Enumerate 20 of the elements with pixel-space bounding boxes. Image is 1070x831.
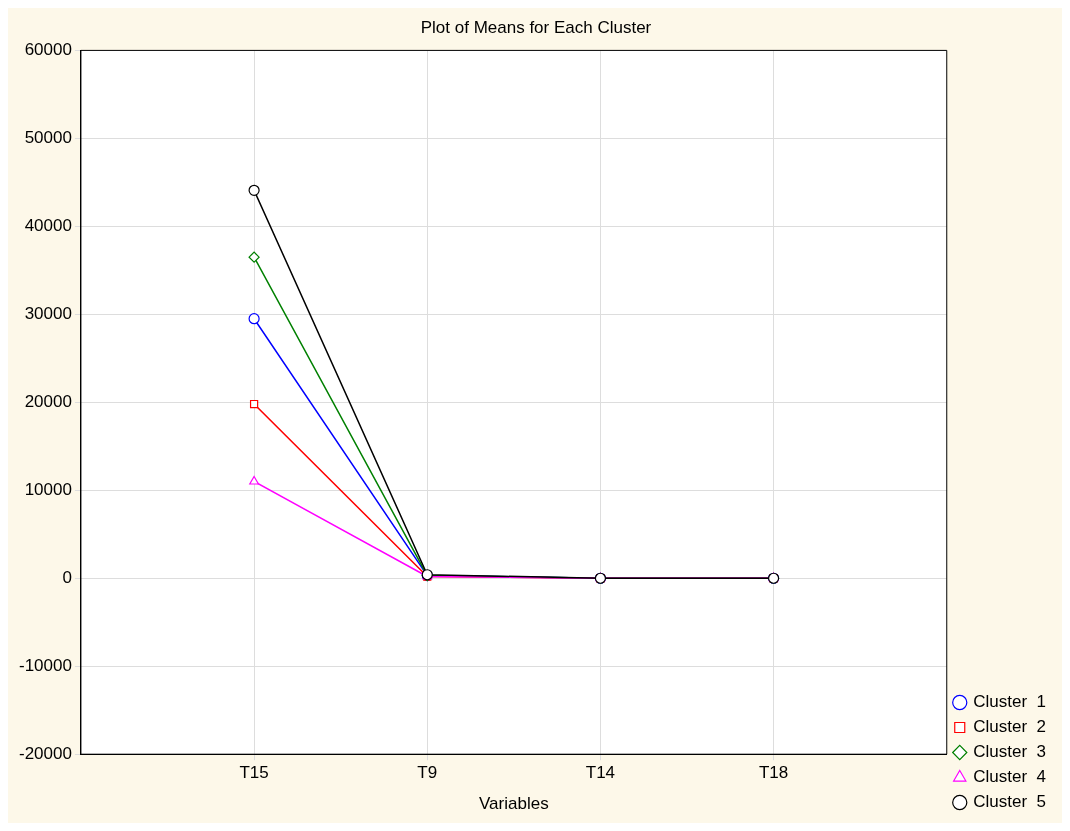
chart-title: Plot of Means for Each Cluster bbox=[420, 17, 652, 37]
y-tick-label: 50000 bbox=[24, 128, 72, 148]
x-tick-label: T18 bbox=[758, 763, 789, 783]
x-tick-label: T9 bbox=[417, 763, 438, 783]
x-axis-title: Variables bbox=[479, 794, 549, 814]
y-tick-label: 0 bbox=[62, 567, 72, 587]
legend-label: Cluster 4 bbox=[973, 767, 1046, 787]
legend-label: Cluster 5 bbox=[973, 792, 1046, 812]
x-tick-label: T14 bbox=[585, 763, 616, 783]
y-tick-label: -10000 bbox=[19, 655, 72, 675]
y-tick-label: 30000 bbox=[24, 304, 72, 324]
x-tick-label: T15 bbox=[239, 763, 269, 783]
legend-label: Cluster 3 bbox=[973, 742, 1046, 762]
y-tick-label: 60000 bbox=[24, 40, 72, 60]
y-tick-label: 10000 bbox=[24, 479, 72, 499]
y-tick-label: 40000 bbox=[24, 216, 72, 236]
legend-label: Cluster 2 bbox=[973, 717, 1046, 737]
legend-label: Cluster 1 bbox=[973, 692, 1046, 712]
y-tick-label: -20000 bbox=[19, 743, 72, 763]
y-tick-label: 20000 bbox=[24, 391, 72, 411]
